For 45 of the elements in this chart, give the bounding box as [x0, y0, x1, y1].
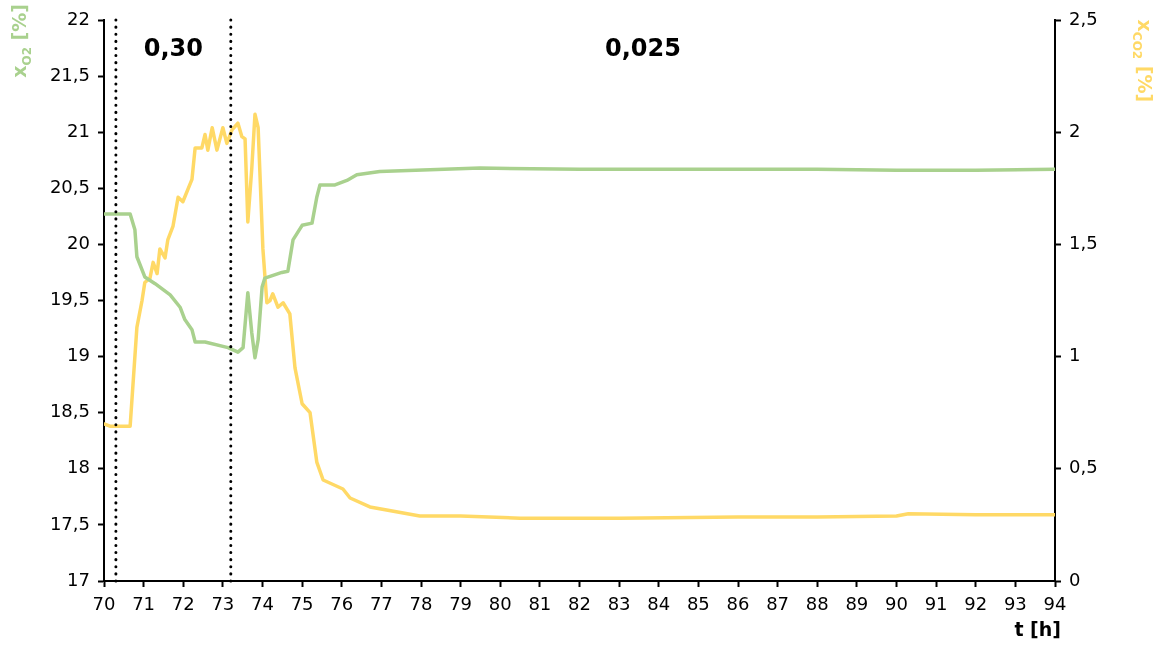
x-tick-label: 81	[528, 593, 552, 615]
y2-tick-label: 1	[1069, 344, 1081, 366]
y-tick-label: 20	[67, 232, 90, 254]
y2-tick-label: 1,5	[1069, 232, 1098, 254]
x-tick-label: 75	[290, 593, 314, 615]
x-tick-label: 90	[885, 593, 908, 615]
x-tick-label: 89	[845, 593, 869, 615]
y2-tick-label: 2	[1069, 119, 1081, 141]
annotation: 0,025	[604, 34, 681, 63]
x-tick-label: 83	[607, 593, 631, 615]
x-tick-label: 92	[964, 593, 988, 615]
x-tick-label: 82	[568, 593, 591, 615]
y-tick-label: 22	[67, 7, 90, 29]
y-tick-label: 18,5	[49, 400, 90, 422]
y2-tick-label: 0,5	[1069, 456, 1098, 478]
x-tick-label: 94	[1043, 593, 1067, 615]
x-tick-label: 72	[171, 593, 195, 615]
y-tick-label: 19,5	[49, 288, 90, 310]
x-tick-label: 88	[805, 593, 829, 615]
x-tick-label: 87	[766, 593, 790, 615]
x-tick-label: 74	[251, 593, 274, 615]
annotation: 0,30	[143, 34, 203, 63]
y2-tick-label: 0	[1069, 568, 1081, 590]
x-tick-label: 76	[330, 593, 354, 615]
y-tick-label: 21,5	[49, 63, 90, 85]
x-axis-title: t [h]	[1014, 618, 1061, 640]
x-tick-label: 77	[369, 593, 393, 615]
x-tick-label: 93	[1003, 593, 1027, 615]
x-tick-label: 71	[132, 593, 156, 615]
y-tick-label: 21	[67, 119, 90, 141]
y-tick-label: 19	[67, 344, 90, 366]
x-tick-label: 86	[726, 593, 750, 615]
y-tick-label: 17,5	[49, 512, 90, 534]
y-tick-label: 20,5	[49, 175, 90, 197]
x-tick-label: 70	[92, 593, 116, 615]
y-tick-label: 17	[67, 568, 90, 590]
y-tick-label: 18	[67, 456, 90, 478]
x-tick-label: 85	[686, 593, 710, 615]
x-tick-label: 73	[211, 593, 235, 615]
x-tick-label: 84	[647, 593, 671, 615]
x-tick-label: 78	[409, 593, 433, 615]
x-tick-label: 79	[449, 593, 473, 615]
y2-tick-label: 2,5	[1069, 7, 1098, 29]
x-tick-label: 91	[924, 593, 948, 615]
x-tick-label: 80	[488, 593, 512, 615]
